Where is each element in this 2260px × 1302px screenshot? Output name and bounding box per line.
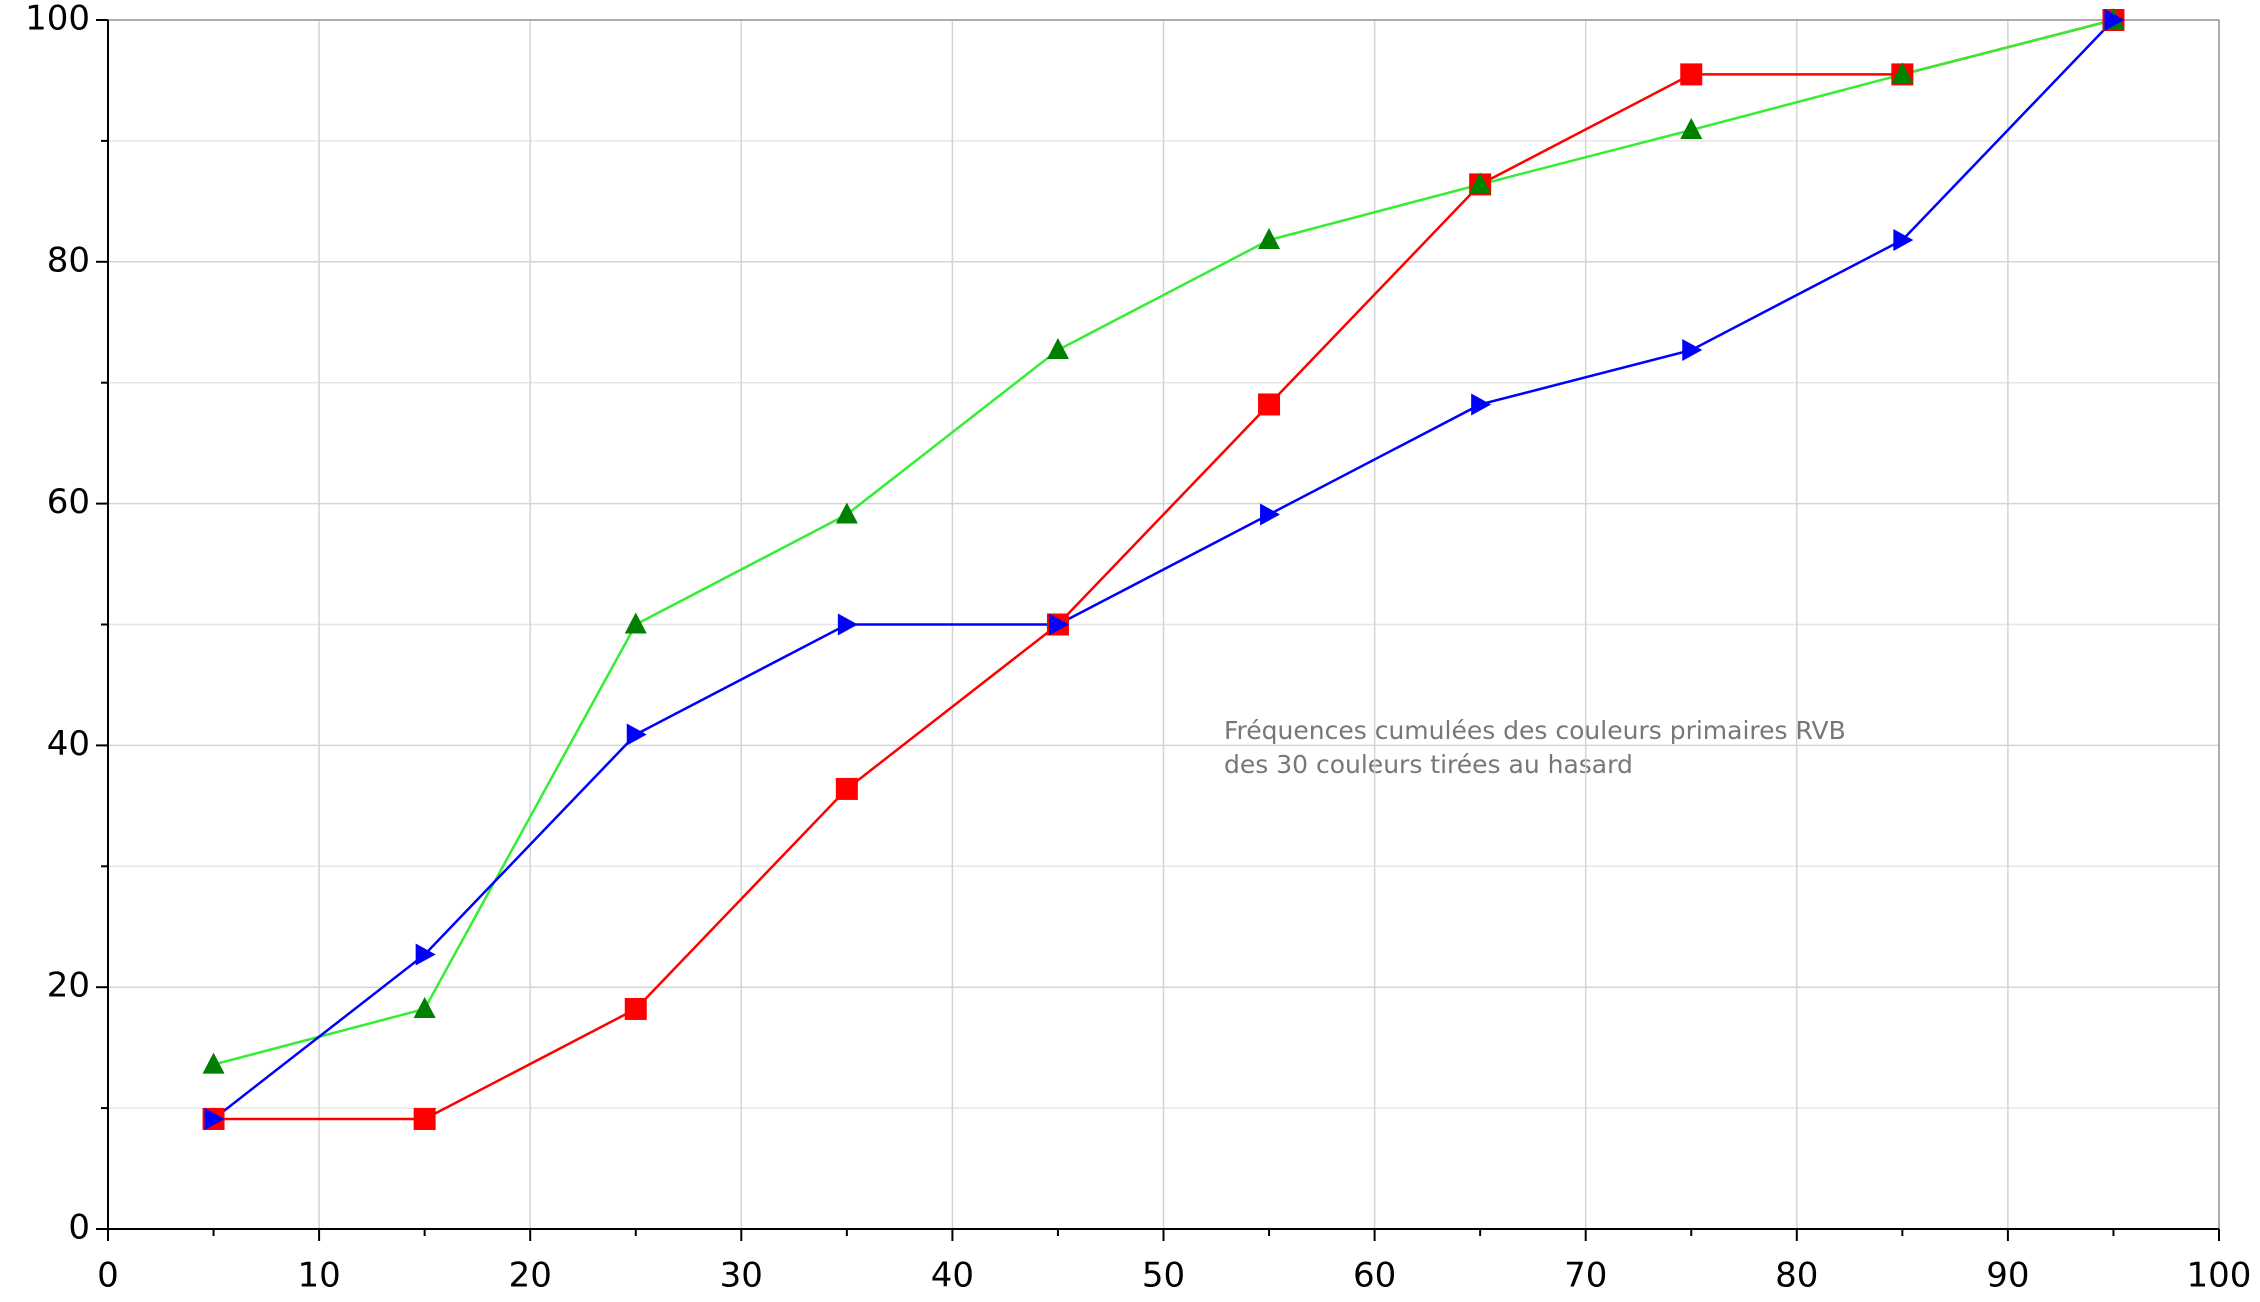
x-tick-label: 30 xyxy=(720,1256,763,1296)
annotation-line: des 30 couleurs tirées au hasard xyxy=(1224,750,1633,779)
marker xyxy=(1682,339,1703,362)
marker xyxy=(835,777,858,800)
marker xyxy=(1258,228,1281,250)
marker xyxy=(1469,172,1492,194)
series-line xyxy=(213,18,2114,1121)
marker xyxy=(1260,503,1281,526)
marker xyxy=(1893,229,1914,252)
marker xyxy=(415,943,436,966)
series-line xyxy=(212,19,2115,1120)
y-tick-label: 20 xyxy=(47,966,90,1006)
marker xyxy=(202,1052,225,1074)
x-tick-label: 50 xyxy=(1142,1256,1185,1296)
x-tick-label: 100 xyxy=(2187,1256,2252,1296)
marker xyxy=(626,723,647,746)
x-tick-label: 20 xyxy=(509,1256,552,1296)
x-tick-label: 0 xyxy=(97,1256,119,1296)
x-tick-label: 60 xyxy=(1353,1256,1396,1296)
marker xyxy=(624,612,647,634)
x-tick-label: 10 xyxy=(297,1256,340,1296)
marker xyxy=(413,996,436,1018)
y-tick-label: 40 xyxy=(47,724,90,764)
marker xyxy=(837,613,858,636)
marker xyxy=(413,1107,436,1130)
x-tick-label: 80 xyxy=(1775,1256,1818,1296)
marker xyxy=(204,1107,225,1130)
marker xyxy=(1258,393,1281,416)
marker xyxy=(624,997,647,1020)
marker xyxy=(835,502,858,524)
x-tick-label: 70 xyxy=(1564,1256,1607,1296)
x-tick-label: 40 xyxy=(931,1256,974,1296)
x-tick-label: 90 xyxy=(1986,1256,2029,1296)
marker xyxy=(1891,62,1914,84)
marker xyxy=(1680,63,1703,86)
y-tick-label: 0 xyxy=(68,1208,90,1248)
marker xyxy=(1680,118,1703,140)
y-tick-label: 60 xyxy=(47,482,90,522)
y-tick-label: 100 xyxy=(25,0,90,39)
marker xyxy=(1048,613,1069,636)
annotation-line: Fréquences cumulées des couleurs primair… xyxy=(1224,716,1846,745)
marker xyxy=(2104,9,2125,31)
marker xyxy=(1046,338,1069,360)
series-line xyxy=(213,18,2114,1066)
marker xyxy=(1471,393,1492,416)
y-tick-label: 80 xyxy=(47,240,90,280)
grid xyxy=(107,19,2220,1230)
